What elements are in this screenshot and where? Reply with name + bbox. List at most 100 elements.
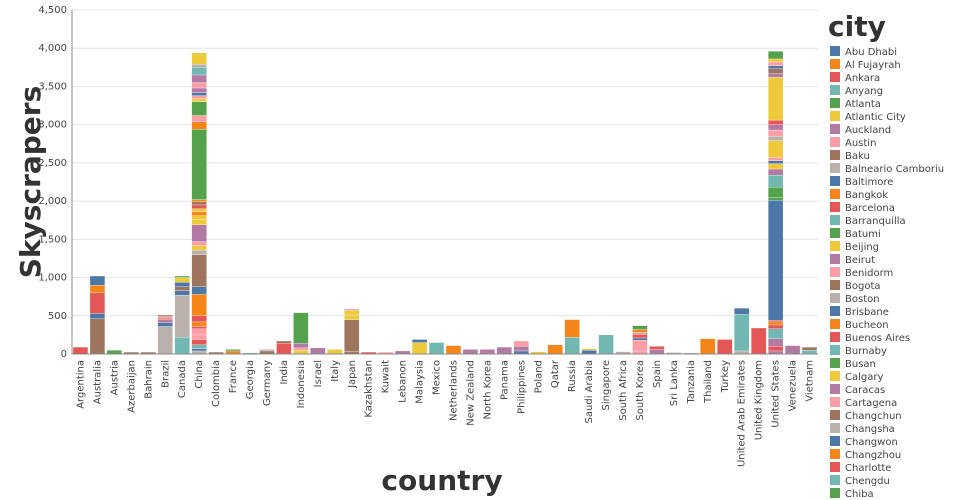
legend-item: Changwon xyxy=(830,436,898,448)
bar-segment xyxy=(768,320,784,323)
bar-segment xyxy=(768,65,784,70)
bar-segment xyxy=(174,275,190,278)
bar-segment xyxy=(106,350,122,355)
legend-item: Beirut xyxy=(830,254,875,266)
bar-segment xyxy=(157,316,173,319)
bar-segment xyxy=(191,52,207,65)
bar-stack xyxy=(700,338,716,355)
bar-stack xyxy=(496,346,512,355)
legend-swatch xyxy=(830,319,840,329)
bar-segment xyxy=(344,314,360,320)
legend-item: Caracas xyxy=(830,384,885,396)
legend-item: Al Fujayrah xyxy=(830,59,901,71)
y-tick-label: 3,000 xyxy=(38,120,67,131)
bar-segment xyxy=(564,319,580,338)
bar-segment xyxy=(768,124,784,131)
x-tick-label: Thailand xyxy=(703,360,714,404)
y-tick-label: 1,500 xyxy=(38,234,67,245)
bar-segment xyxy=(768,328,784,339)
legend-item: Balneario Camboriu xyxy=(830,163,944,175)
bar-segment xyxy=(479,349,495,355)
bar-segment xyxy=(768,68,784,74)
bar-segment xyxy=(225,349,241,352)
bar-stack xyxy=(649,346,665,355)
bar-segment xyxy=(547,344,563,355)
bar-segment xyxy=(191,294,207,316)
legend-label: Buenos Aires xyxy=(845,333,910,344)
legend-item: Brisbane xyxy=(830,306,889,318)
bar-segment xyxy=(89,292,106,314)
bar-stack xyxy=(462,349,479,355)
x-tick-label: Colombia xyxy=(211,360,222,407)
legend-swatch xyxy=(830,228,840,238)
legend-item: Atlanta xyxy=(830,98,881,110)
bar-segment xyxy=(768,157,784,161)
legend-swatch xyxy=(830,176,840,186)
x-tick-label: India xyxy=(279,360,290,385)
y-tick-label: 2,500 xyxy=(38,158,67,169)
legend-label: Chiba xyxy=(845,489,874,500)
bar-segment xyxy=(632,329,648,333)
bar-stack xyxy=(513,340,529,355)
y-tick-label: 1,000 xyxy=(38,273,67,284)
bar-segment xyxy=(191,208,207,212)
x-tick-label: Saudi Arabia xyxy=(584,360,595,423)
legend-item: Batumi xyxy=(830,228,881,240)
x-tick-label: United Kingdom xyxy=(754,360,765,440)
bar-segment xyxy=(191,101,207,116)
bar-segment xyxy=(89,318,106,355)
legend-item: Buenos Aires xyxy=(830,332,910,344)
legend-label: Abu Dhabi xyxy=(845,47,897,58)
bar-segment xyxy=(191,254,207,287)
bar-segment xyxy=(191,121,207,130)
bar-stack xyxy=(768,51,784,355)
legend-item: Boston xyxy=(830,293,880,305)
bar-segment xyxy=(344,308,360,311)
bar-segment xyxy=(191,321,207,327)
x-tick-label: South Africa xyxy=(618,360,629,421)
legend-label: Ankara xyxy=(845,73,880,84)
legend-swatch xyxy=(830,46,840,56)
x-tick-label: Vietnam xyxy=(805,360,816,402)
bar-segment xyxy=(649,349,665,355)
legend-swatch xyxy=(830,306,840,316)
bar-segment xyxy=(717,339,733,355)
legend-swatch xyxy=(830,215,840,225)
bar-segment xyxy=(191,74,207,83)
legend-swatch xyxy=(830,280,840,290)
x-tick-label: Kazakhstan xyxy=(364,360,375,418)
legend-label: Boston xyxy=(845,294,880,305)
x-tick-label: United States xyxy=(771,360,782,428)
bar-segment xyxy=(174,337,190,355)
bar-stack xyxy=(445,345,462,355)
legend-label: Baku xyxy=(845,151,870,162)
x-tick-label: Poland xyxy=(533,360,544,393)
legend-label: Changchun xyxy=(845,411,902,422)
x-tick-label: Canada xyxy=(177,360,188,398)
bar-segment xyxy=(191,64,207,68)
bar-segment xyxy=(768,338,784,347)
bar-stack xyxy=(106,350,122,355)
bar-segment xyxy=(513,346,529,352)
y-tick-label: 2,000 xyxy=(38,196,67,207)
legend-item: Baku xyxy=(830,150,870,162)
legend-item: Calgary xyxy=(830,371,883,383)
bar-segment xyxy=(462,349,479,355)
bar-segment xyxy=(768,174,784,188)
x-tick-label: Russia xyxy=(567,360,578,392)
legend-item: Auckland xyxy=(830,124,891,136)
bar-segment xyxy=(259,349,275,352)
legend-item: Chiba xyxy=(830,488,874,500)
legend-item: Changchun xyxy=(830,410,902,422)
bar-segment xyxy=(327,349,343,355)
legend-item: Bogota xyxy=(830,280,881,292)
bar-stack xyxy=(411,339,428,355)
bar-segment xyxy=(768,129,784,137)
bar-segment xyxy=(191,199,207,203)
bar-segment xyxy=(632,337,648,341)
x-tick-label: United Arab Emirates xyxy=(737,360,748,467)
bar-segment xyxy=(734,314,750,352)
bar-segment xyxy=(191,82,207,89)
bar-segment xyxy=(801,346,818,351)
bar-segment xyxy=(513,340,529,347)
